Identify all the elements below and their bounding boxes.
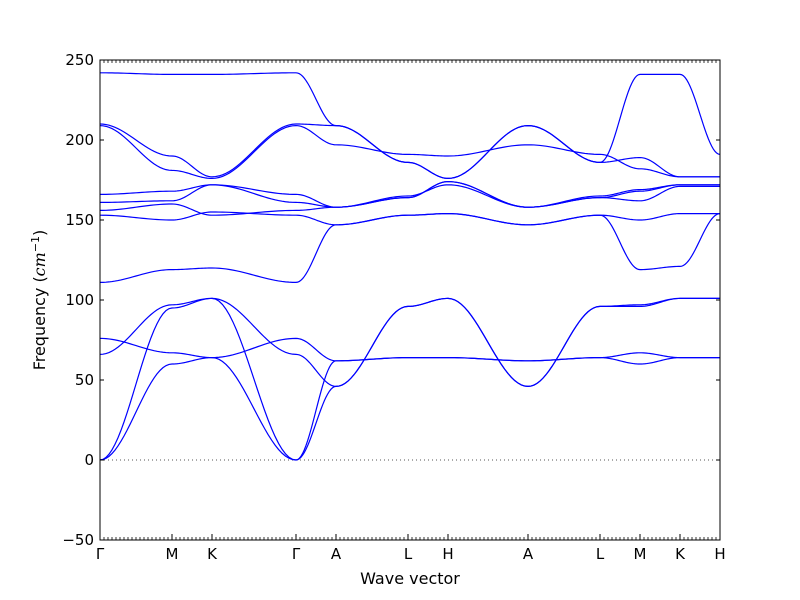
band-8 [100,180,720,208]
plot-frame [99,59,721,541]
band-1 [100,356,720,461]
band-3 [100,297,720,388]
y-tick-label: 50 [75,371,94,389]
band-7 [100,180,720,216]
x-tick-label-12: H [714,545,725,563]
y-axis-label-exponent: −1 [29,236,42,252]
y-axis-label-close: ) [30,230,49,236]
band-9 [100,184,720,208]
x-tick-label-1: Γ [96,545,105,563]
plot-content [100,72,720,461]
band-11 [100,123,720,180]
x-tick-label-11: K [675,545,686,563]
y-tick-label: 100 [65,291,94,309]
x-tick-label-9: L [596,545,605,563]
y-axis-label-text: Frequency ( [30,276,49,370]
x-tick-label-7: H [442,545,453,563]
y-tick-label: 250 [65,51,94,69]
band-5 [100,212,720,284]
x-tick-label-3: K [207,545,218,563]
x-tick-label-5: A [331,545,342,563]
x-tick-label-6: L [404,545,413,563]
band-10 [100,124,720,180]
x-tick-label-4: Γ [292,545,301,563]
band-12 [100,72,720,180]
y-axis-label: Frequency (cm−1) [29,230,49,371]
y-axis-label-unit: cm [30,252,49,276]
x-tick-label-10: M [634,545,647,563]
y-tick-label: 200 [65,131,94,149]
x-axis-label: Wave vector [360,569,460,588]
y-axis-ticks: −50 0 50 100 150 200 250 [62,51,720,549]
x-tick-label-2: M [166,545,179,563]
band-2 [100,297,720,461]
y-tick-label: −50 [62,531,94,549]
band-6 [100,211,720,226]
y-tick-label: 0 [84,451,94,469]
band-4 [100,337,720,362]
y-tick-label: 150 [65,211,94,229]
x-tick-label-8: A [523,545,534,563]
